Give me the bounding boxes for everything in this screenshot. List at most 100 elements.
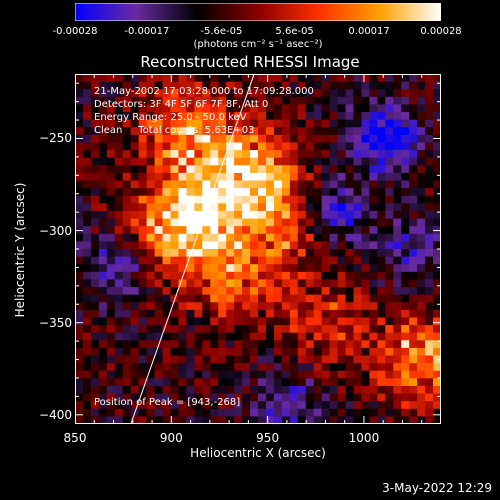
heatmap-cell bbox=[377, 226, 386, 235]
heatmap-cell bbox=[90, 210, 100, 220]
heatmap-cell bbox=[242, 370, 251, 379]
heatmap-cell bbox=[313, 370, 323, 379]
heatmap-cell bbox=[106, 401, 116, 410]
heatmap-cell bbox=[409, 264, 418, 273]
heatmap-cell bbox=[401, 347, 410, 357]
heatmap-cell bbox=[385, 355, 394, 364]
heatmap-cell bbox=[258, 393, 267, 402]
heatmap-cell bbox=[218, 347, 227, 357]
heatmap-cell bbox=[297, 408, 307, 417]
heatmap-cell bbox=[369, 355, 378, 364]
heatmap-cell bbox=[297, 150, 307, 159]
heatmap-cell bbox=[361, 355, 370, 364]
heatmap-cell bbox=[210, 363, 219, 372]
heatmap-cell bbox=[385, 401, 394, 410]
heatmap-cell bbox=[273, 81, 283, 90]
heatmap-cell bbox=[242, 256, 251, 265]
heatmap-cell bbox=[281, 119, 291, 128]
heatmap-cell bbox=[258, 96, 267, 106]
heatmap-cell bbox=[234, 226, 243, 235]
heatmap-cell bbox=[385, 408, 394, 417]
heatmap-cell bbox=[337, 416, 347, 424]
heatmap-cell bbox=[202, 271, 211, 281]
heatmap-cell bbox=[218, 210, 227, 220]
heatmap-cell bbox=[265, 317, 275, 326]
heatmap-cell bbox=[385, 226, 394, 235]
heatmap-cell bbox=[361, 180, 370, 189]
heatmap-cell bbox=[401, 370, 410, 379]
heatmap-cell bbox=[82, 119, 92, 128]
heatmap-cell bbox=[146, 188, 156, 197]
heatmap-cell bbox=[218, 96, 227, 106]
heatmap-cell bbox=[433, 96, 441, 106]
heatmap-cell bbox=[242, 96, 251, 106]
heatmap-cell bbox=[361, 287, 370, 296]
heatmap-cell bbox=[361, 317, 370, 326]
heatmap-cell bbox=[409, 218, 418, 227]
heatmap-cell bbox=[321, 210, 331, 220]
heatmap-cell bbox=[297, 340, 307, 349]
heatmap-cell bbox=[106, 81, 116, 90]
heatmap-cell bbox=[425, 294, 434, 303]
heatmap-cell bbox=[353, 226, 363, 235]
heatmap-cell bbox=[122, 119, 132, 128]
heatmap-cell bbox=[273, 416, 283, 424]
heatmap-cell bbox=[265, 279, 275, 288]
heatmap-cell bbox=[385, 256, 394, 265]
heatmap-cell bbox=[114, 256, 124, 265]
heatmap-cell bbox=[329, 309, 339, 319]
heatmap-cell bbox=[202, 325, 211, 334]
heatmap-cell bbox=[369, 241, 378, 250]
heatmap-cell bbox=[289, 302, 299, 311]
heatmap-cell bbox=[305, 112, 315, 121]
heatmap-cell bbox=[297, 218, 307, 227]
heatmap-cell bbox=[409, 385, 418, 395]
heatmap-cell bbox=[417, 317, 426, 326]
heatmap-cell bbox=[242, 172, 251, 182]
heatmap-cell bbox=[90, 271, 100, 281]
heatmap-cell bbox=[234, 74, 243, 83]
heatmap-cell bbox=[242, 180, 251, 189]
heatmap-cell bbox=[210, 104, 219, 113]
heatmap-cell bbox=[258, 210, 267, 220]
heatmap-cell bbox=[425, 271, 434, 281]
heatmap-cell bbox=[242, 363, 251, 372]
heatmap-cell bbox=[218, 233, 227, 242]
heatmap-cell bbox=[369, 340, 378, 349]
heatmap-cell bbox=[273, 241, 283, 250]
heatmap-cell bbox=[106, 385, 116, 395]
heatmap-cell bbox=[122, 401, 132, 410]
heatmap-cell bbox=[353, 401, 363, 410]
heatmap-cell bbox=[170, 317, 180, 326]
heatmap-cell bbox=[433, 203, 441, 212]
heatmap-cell bbox=[154, 271, 164, 281]
heatmap-cell bbox=[425, 355, 434, 364]
heatmap-cell bbox=[186, 180, 195, 189]
heatmap-cell bbox=[425, 279, 434, 288]
heatmap-cell bbox=[194, 416, 203, 424]
heatmap-cell bbox=[250, 180, 259, 189]
heatmap-cell bbox=[170, 347, 180, 357]
heatmap-cell bbox=[218, 355, 227, 364]
heatmap-cell bbox=[210, 81, 219, 90]
heatmap-cell bbox=[369, 264, 378, 273]
heatmap-cell bbox=[75, 104, 84, 113]
heatmap-cell bbox=[361, 226, 370, 235]
heatmap-cell bbox=[90, 317, 100, 326]
heatmap-cell bbox=[82, 150, 92, 159]
heatmap-cell bbox=[114, 393, 124, 402]
heatmap-cell bbox=[433, 294, 441, 303]
heatmap-cell bbox=[393, 172, 402, 182]
heatmap-cell bbox=[273, 378, 283, 387]
heatmap-cell bbox=[154, 408, 164, 417]
heatmap-cell bbox=[90, 401, 100, 410]
heatmap-cell bbox=[258, 188, 267, 197]
heatmap-cell bbox=[218, 142, 227, 151]
heatmap-cell bbox=[409, 355, 418, 364]
heatmap-cell bbox=[305, 370, 315, 379]
heatmap-cell bbox=[98, 134, 108, 144]
heatmap-cell bbox=[393, 264, 402, 273]
heatmap-cell bbox=[377, 393, 386, 402]
heatmap-cell bbox=[154, 332, 164, 341]
heatmap-cell bbox=[297, 294, 307, 303]
